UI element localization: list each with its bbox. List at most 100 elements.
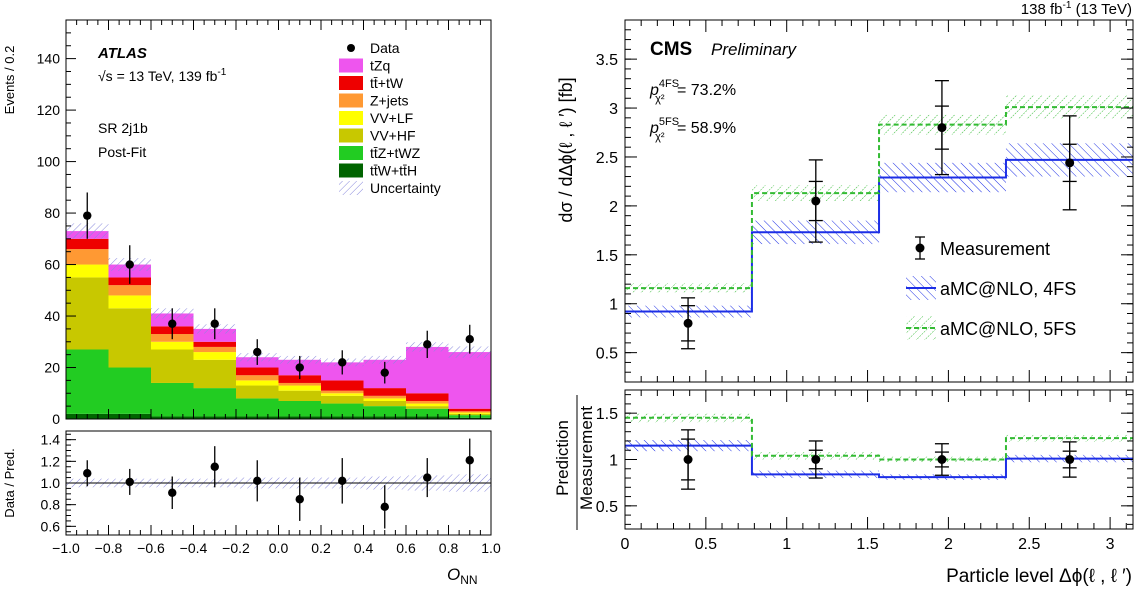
ratio-y-tick-label-1.4: 1.4 xyxy=(41,432,61,448)
cms-x-tick-label-2: 2 xyxy=(944,536,953,553)
cms-ratio-panel: 0.5 1 1.5 0 0.5 1 1.5 2 2.5 3 Prediction Measure… xyxy=(553,389,1134,587)
x-tick-label-9: 0.8 xyxy=(439,540,459,556)
atlas-fit-label: Post-Fit xyxy=(98,144,146,160)
ratio-point-8 xyxy=(423,473,432,482)
cms-y-label: dσ / dΔϕ(ℓ , ℓ ′) [fb] xyxy=(556,77,576,222)
stack-bar-ttZ+tWZ-4 xyxy=(236,398,279,417)
stack-bar-VV+HF-0 xyxy=(66,277,109,350)
x-tick-label-6: 0.2 xyxy=(311,540,331,556)
ratio-point-2 xyxy=(168,488,177,497)
atlas-main-y-axis: 0 20 40 60 80 100 120 140 xyxy=(37,32,76,427)
cms-y-tick-label-0.5: 0.5 xyxy=(596,346,618,363)
stack-bar-Z+jets-4 xyxy=(236,375,279,381)
stack-bar-VV+LF-5 xyxy=(278,385,321,391)
legend-label-3: Z+jets xyxy=(370,93,409,109)
atlas-y-label: Events / 0.2 xyxy=(2,46,17,115)
data-point-4 xyxy=(253,347,262,357)
measurement-point-2 xyxy=(937,123,947,133)
atlas-ratio-y-axis: 0.6 0.8 1.0 1.2 1.4 xyxy=(41,432,76,534)
cms-label: CMS xyxy=(650,39,692,60)
ratio-measurement-point-3 xyxy=(1065,455,1075,464)
ratio-point-6 xyxy=(338,476,347,486)
data-point-5 xyxy=(295,363,304,372)
legend-swatch-2 xyxy=(339,76,363,90)
stack-bar-tt+tW-7 xyxy=(363,388,406,396)
legend-label-0: Data xyxy=(370,40,400,56)
legend-swatch-7 xyxy=(339,163,363,178)
ratio-measurement-point-2 xyxy=(937,455,947,464)
ratio-y-tick-label-1.0: 1.0 xyxy=(41,475,61,491)
ratio-line-aMC@NLO, 4FS xyxy=(625,444,1133,479)
stack-bar-Z+jets-9 xyxy=(448,411,491,413)
stack-bar-VV+HF-3 xyxy=(193,359,236,389)
ratio-point-3 xyxy=(210,462,219,471)
stack-bar-VV+HF-5 xyxy=(278,390,321,401)
stack-bar-tZq-9 xyxy=(448,352,491,409)
measurement-point-1 xyxy=(811,196,821,206)
stack-bar-tt+tW-9 xyxy=(448,408,491,412)
uncertainty-bin-7 xyxy=(363,355,406,364)
cms-main-y-axis: 0.5 1 1.5 2 2.5 3 3.5 xyxy=(596,29,1133,373)
stack-bar-ttZ+tWZ-6 xyxy=(321,403,364,417)
band-aMC@NLO, 5FS-0 xyxy=(625,283,752,293)
ratio-point-4 xyxy=(253,476,262,486)
pvalue-4fs: p4FS χ² = 73.2% xyxy=(649,78,736,105)
stack-bar-tt+tW-3 xyxy=(193,341,236,347)
ratio-measurement-point-0 xyxy=(683,455,693,464)
x-tick-label-10: 1.0 xyxy=(481,540,501,556)
ratio-y-tick-label-0.6: 0.6 xyxy=(41,518,61,534)
atlas-main-panel: 0 20 40 60 80 100 120 140 Events / 0.2 ATLAS √s… xyxy=(2,19,492,427)
y-tick-label-60: 60 xyxy=(44,257,60,273)
stack-bar-tt+tW-6 xyxy=(321,380,364,391)
atlas-label: ATLAS xyxy=(97,45,147,62)
ratio-point-1 xyxy=(125,477,134,487)
stack-bar-tt+tW-0 xyxy=(66,238,109,250)
cms-legend-label-0: Measurement xyxy=(940,239,1050,259)
ratio-y-tick-label-1.2: 1.2 xyxy=(41,453,61,469)
stack-bar-ttZ+tWZ-2 xyxy=(151,382,194,417)
data-point-7 xyxy=(380,368,389,377)
stack-bar-Z+jets-1 xyxy=(108,285,151,296)
cms-x-tick-label-1: 1 xyxy=(782,536,791,553)
legend-marker-data xyxy=(347,44,355,52)
atlas-x-label: ONN xyxy=(447,565,478,587)
x-tick-label-2: −0.6 xyxy=(137,540,165,556)
cms-x-tick-label-1.5: 1.5 xyxy=(856,536,878,553)
stack-bar-VV+LF-8 xyxy=(406,403,449,407)
ratio-label-numerator: Prediction xyxy=(553,420,572,496)
cms-status: Preliminary xyxy=(711,40,798,59)
cms-ratio-points xyxy=(681,429,1077,490)
cms-y-tick-label-2.5: 2.5 xyxy=(596,150,618,167)
stack-bar-ttZ+tWZ-8 xyxy=(406,408,449,417)
data-point-6 xyxy=(338,358,347,367)
legend-swatch-uncertainty xyxy=(339,181,363,195)
stack-bar-ttZ+tWZ-1 xyxy=(108,367,151,414)
y-tick-label-80: 80 xyxy=(44,205,60,221)
data-point-1 xyxy=(125,260,134,269)
ratio-label-denominator: Measurement xyxy=(577,406,596,510)
cms-ratio-lines xyxy=(625,416,1133,479)
atlas-energy: √s = 13 TeV, 139 fb-1 xyxy=(98,67,227,84)
ratio-point-0 xyxy=(83,469,92,478)
measurement-point-3 xyxy=(1065,158,1075,168)
ratio-y-label: Data / Pred. xyxy=(2,448,17,517)
cms-main-x-ticks xyxy=(624,20,1127,382)
atlas-main-x-ticks xyxy=(65,20,492,419)
stack-bar-Z+jets-6 xyxy=(321,390,364,394)
stack-bar-Z+jets-7 xyxy=(363,395,406,399)
cms-ratio-y-axis: 0.5 1 1.5 xyxy=(596,394,1133,525)
stack-bar-VV+HF-8 xyxy=(406,406,449,409)
cms-x-tick-label-2.5: 2.5 xyxy=(1018,536,1040,553)
stack-bar-ttZ+tWZ-7 xyxy=(363,406,406,417)
stack-bar-VV+LF-9 xyxy=(448,412,491,414)
ratio-point-7 xyxy=(380,502,389,512)
cms-y-tick-label-2: 2 xyxy=(609,199,618,216)
stack-bar-tt+tW-4 xyxy=(236,367,279,376)
cms-y-tick-label-3: 3 xyxy=(609,101,618,118)
x-tick-label-0: −1.0 xyxy=(52,540,80,556)
cms-y-tick-label-1: 1 xyxy=(609,297,618,314)
legend-swatch-6 xyxy=(339,146,363,160)
cms-measurement-points xyxy=(681,80,1077,350)
legend-swatch-3 xyxy=(339,93,363,108)
